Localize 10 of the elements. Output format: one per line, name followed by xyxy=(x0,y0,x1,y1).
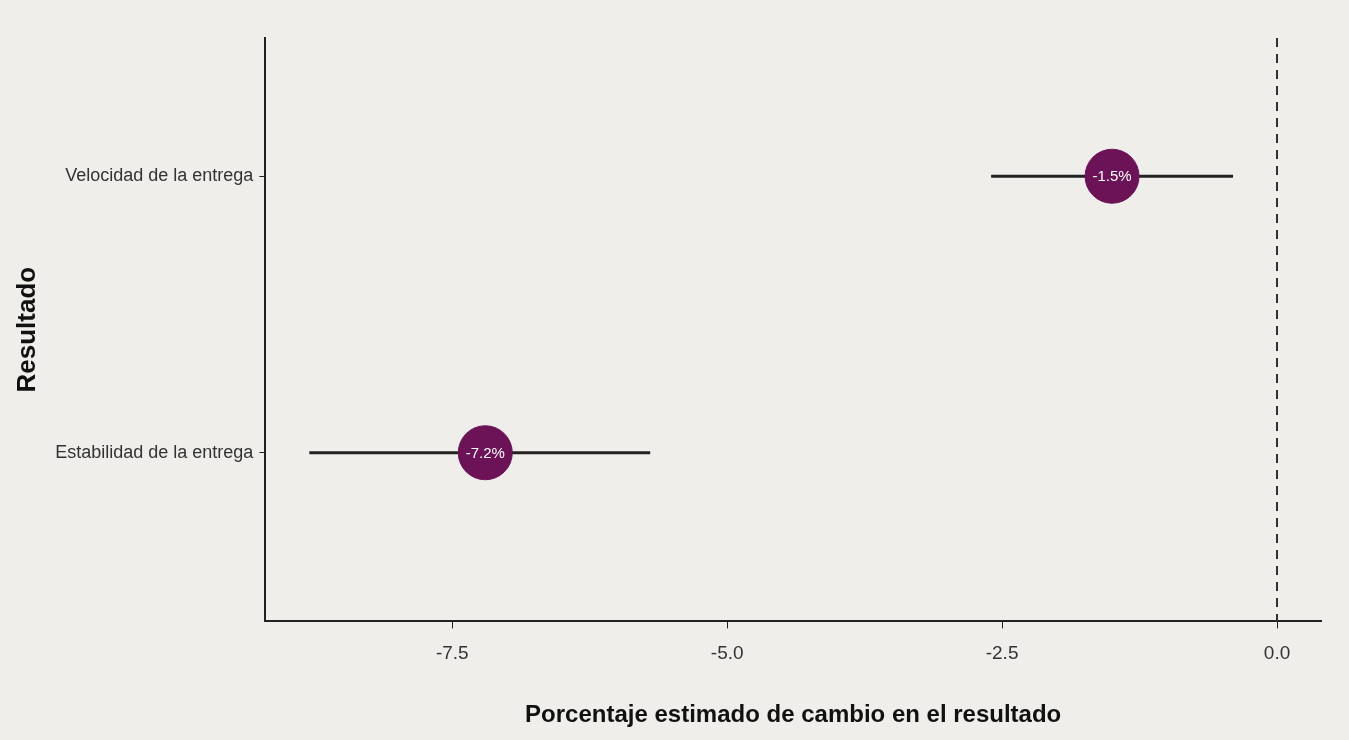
data-label: -1.5% xyxy=(1092,167,1132,185)
x-tick-label: 0.0 xyxy=(1263,642,1291,664)
x-tick-label: -7.5 xyxy=(435,642,469,664)
y-tick-label: Estabilidad de la entrega xyxy=(55,441,255,462)
x-tick-label: -2.5 xyxy=(985,642,1019,664)
y-tick-label: Velocidad de la entrega xyxy=(65,165,255,186)
y-axis-title: Resultado xyxy=(10,266,41,393)
x-tick-label: -5.0 xyxy=(710,642,744,664)
data-label: -7.2% xyxy=(465,443,505,461)
x-axis-title: Porcentaje estimado de cambio en el resultado xyxy=(525,700,1062,728)
